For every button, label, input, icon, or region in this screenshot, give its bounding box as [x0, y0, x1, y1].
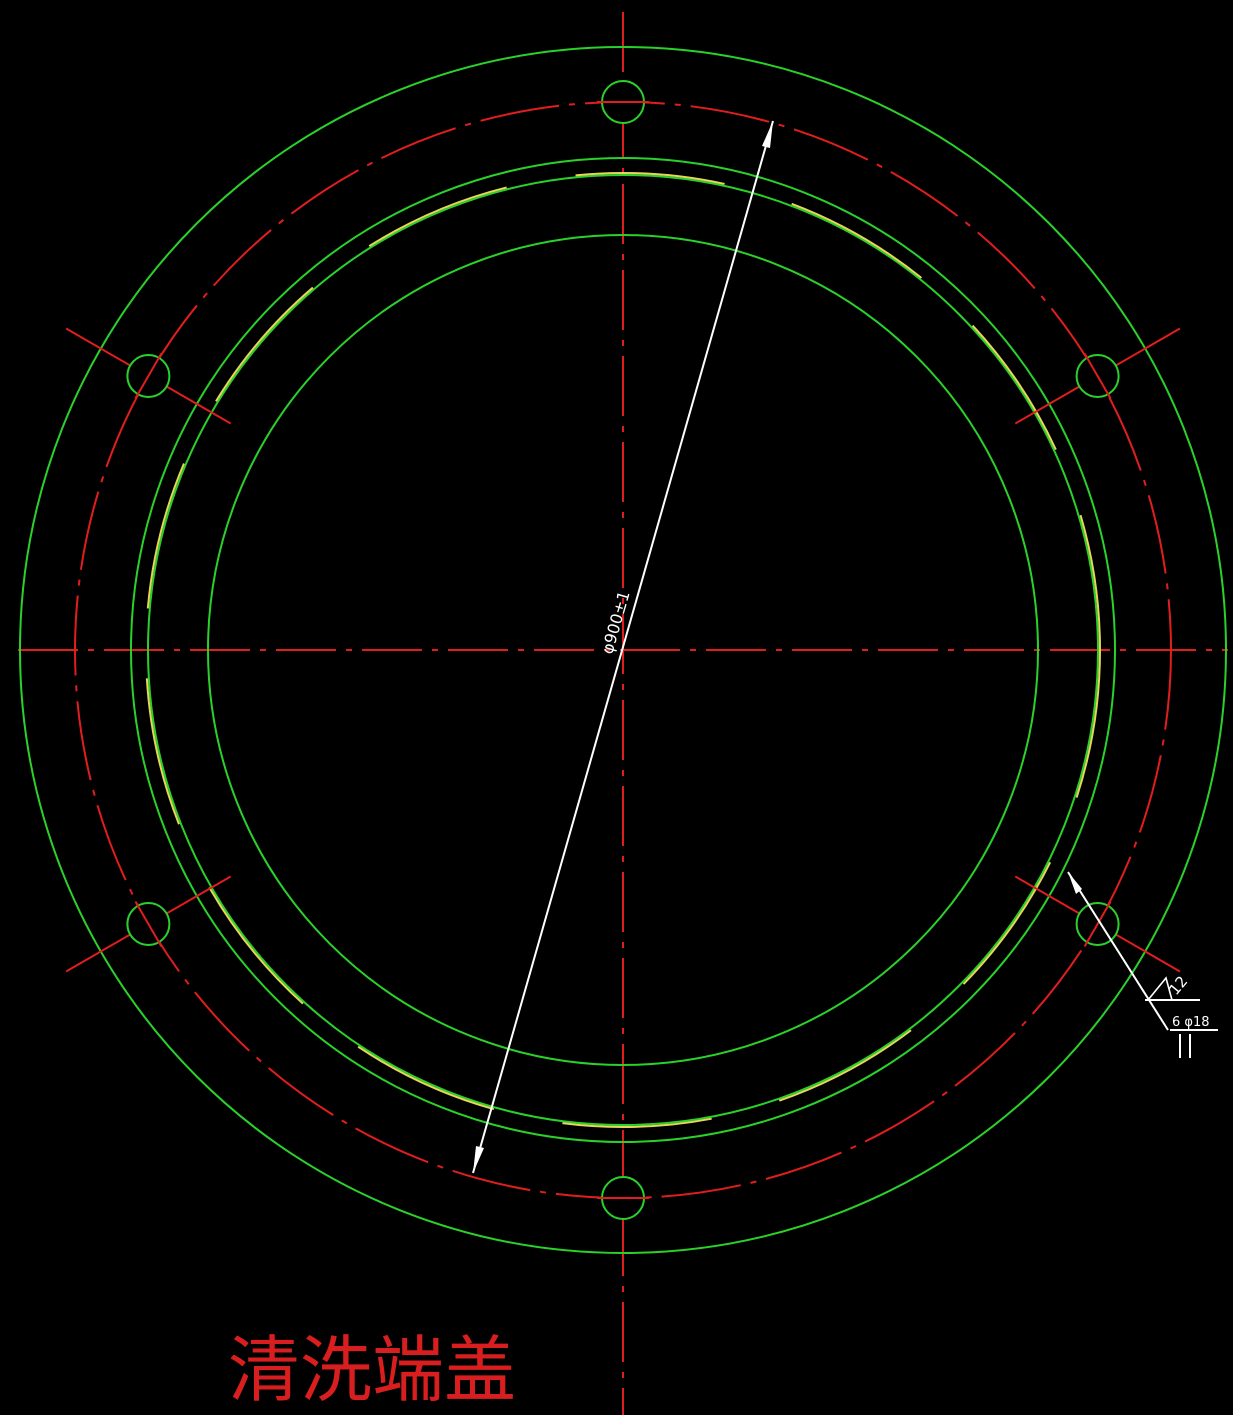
bolt-holes — [65, 80, 1181, 1220]
dimension-arrow-bottom — [473, 1146, 484, 1173]
outer-flange-circle — [19, 46, 1227, 1254]
dimension-arrow-top — [762, 121, 773, 148]
bolt-hole — [1014, 875, 1181, 973]
diameter-dimension-label: φ900±1 — [598, 589, 634, 656]
annotation-leader-line — [1067, 871, 1169, 1031]
bolt-hole — [65, 327, 232, 425]
inner-bore-circle — [207, 234, 1039, 1066]
bolt-hole-tick — [1083, 900, 1112, 948]
weld-note-label: 6 φ18 — [1172, 1015, 1210, 1030]
bolt-hole — [1014, 327, 1181, 425]
weld-triangle-icon — [1146, 976, 1174, 1001]
sealing-circle-middle — [147, 174, 1099, 1126]
bolt-hole — [597, 1176, 649, 1220]
diameter-dimension-line — [472, 120, 774, 1174]
weld-size-label: 12 — [1165, 972, 1191, 998]
hidden-groove-circle — [145, 172, 1101, 1128]
bolt-hole-tick — [134, 352, 163, 400]
annotation-arrow — [1068, 872, 1082, 894]
drawing-title: 清洗端盖 — [228, 1328, 517, 1412]
bolt-hole — [597, 80, 649, 124]
bolt-hole-tick — [1083, 352, 1112, 400]
sealing-circle-outer — [130, 157, 1116, 1143]
bolt-hole-tick — [134, 900, 163, 948]
bolt-hole — [65, 875, 232, 973]
